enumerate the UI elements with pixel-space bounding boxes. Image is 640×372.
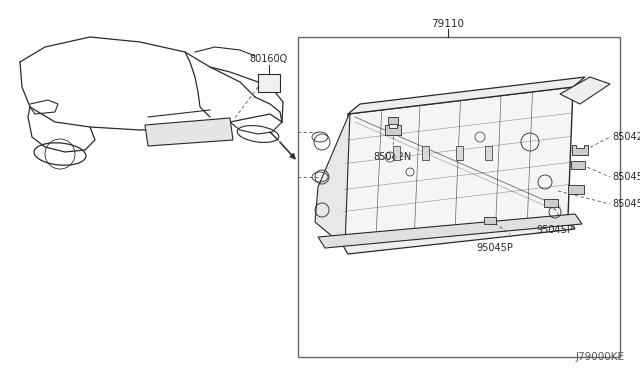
Bar <box>422 146 429 160</box>
Polygon shape <box>318 214 582 248</box>
Bar <box>568 185 584 193</box>
Text: J79000KE: J79000KE <box>576 352 625 362</box>
Bar <box>484 217 496 224</box>
Bar <box>485 146 492 160</box>
Bar <box>571 161 585 169</box>
Polygon shape <box>572 145 588 155</box>
Text: 85042N: 85042N <box>374 152 412 162</box>
Polygon shape <box>342 217 575 254</box>
Bar <box>298 37 620 357</box>
Text: 80160Q: 80160Q <box>250 54 288 64</box>
Bar <box>393 146 399 160</box>
Polygon shape <box>385 125 401 135</box>
Text: 95045P: 95045P <box>477 243 513 253</box>
Text: 85042N: 85042N <box>612 132 640 142</box>
Text: 85045P: 85045P <box>612 199 640 209</box>
Polygon shape <box>348 77 585 114</box>
Polygon shape <box>560 77 610 104</box>
Bar <box>456 146 463 160</box>
Text: 79110: 79110 <box>431 19 465 29</box>
Polygon shape <box>342 87 573 244</box>
Text: 95045P: 95045P <box>536 225 573 235</box>
Bar <box>544 199 558 207</box>
Polygon shape <box>258 74 280 92</box>
Text: 85045P: 85045P <box>612 172 640 182</box>
Polygon shape <box>145 118 233 146</box>
Polygon shape <box>315 112 350 247</box>
Bar <box>388 116 398 124</box>
